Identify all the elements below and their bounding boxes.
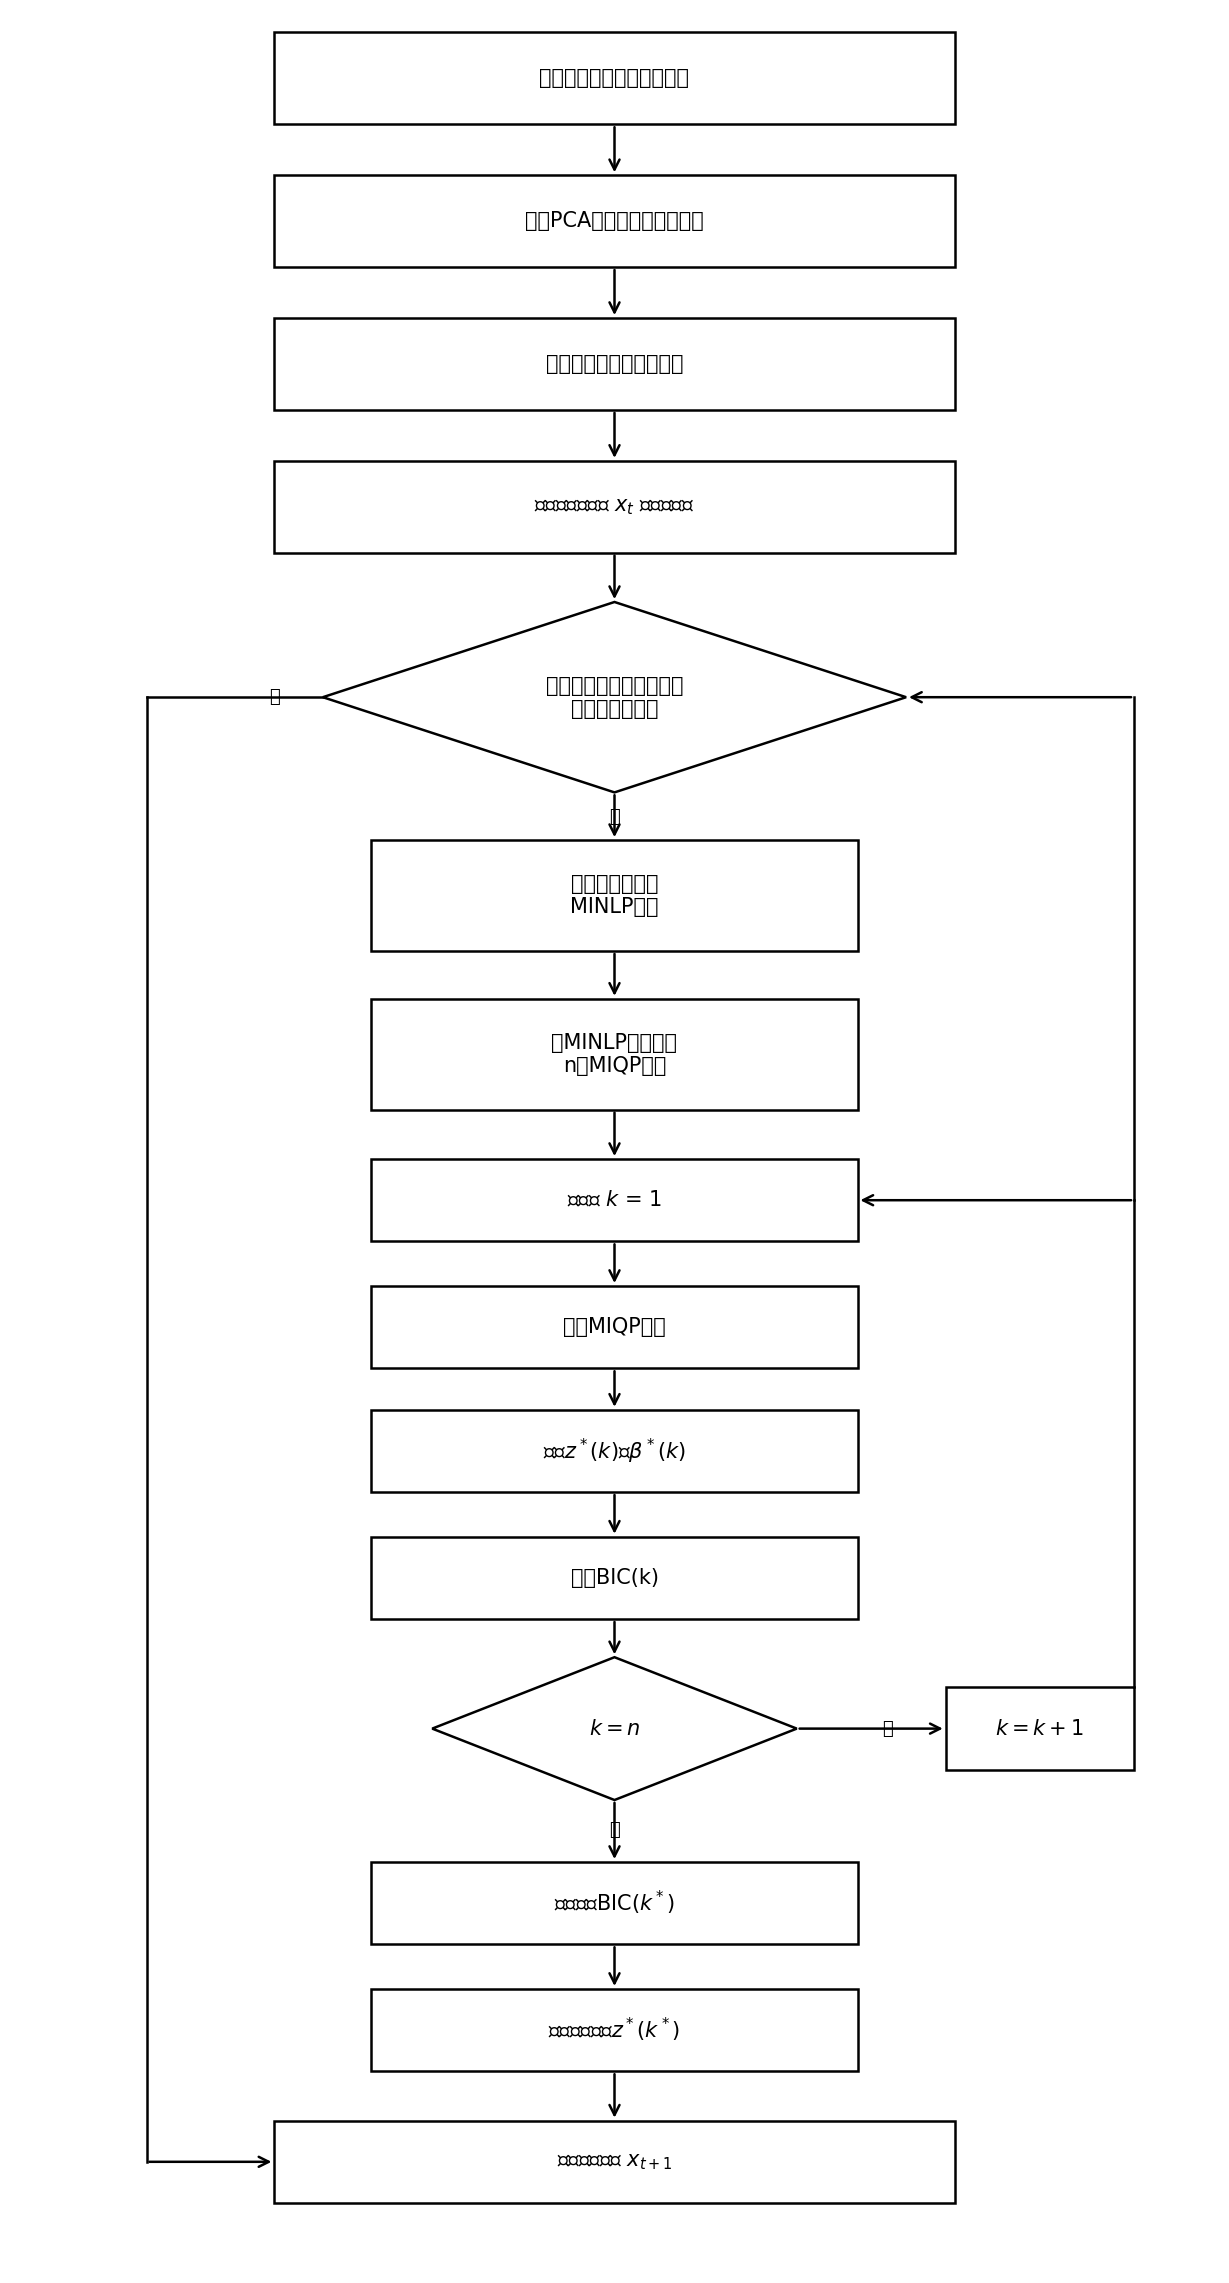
Text: 是: 是 <box>610 1820 619 1838</box>
Text: 求解MIQP问题: 求解MIQP问题 <box>563 1317 666 1338</box>
Bar <box>371 1536 858 1619</box>
Text: 将重构任务变为
MINLP问题: 将重构任务变为 MINLP问题 <box>570 874 659 918</box>
Polygon shape <box>433 1657 796 1799</box>
Text: 确定$z^*(k)$和$\beta^*(k)$: 确定$z^*(k)$和$\beta^*(k)$ <box>543 1436 686 1466</box>
Bar <box>371 998 858 1110</box>
Bar <box>274 176 955 267</box>
Text: 否: 否 <box>882 1719 892 1737</box>
Text: 将当前观测样本 $x_t$ 进行预处理: 将当前观测样本 $x_t$ 进行预处理 <box>535 498 694 516</box>
Bar <box>371 1160 858 1242</box>
Text: 确定故障变量$z^*(k^*)$: 确定故障变量$z^*(k^*)$ <box>548 2016 681 2043</box>
Text: 计算BIC(k): 计算BIC(k) <box>570 1568 659 1589</box>
Bar <box>274 32 955 123</box>
Bar <box>274 461 955 552</box>
Bar <box>274 2121 955 2203</box>
Text: 将MINLP问题变为
n个MIQP问题: 将MINLP问题变为 n个MIQP问题 <box>552 1032 677 1075</box>
Bar <box>945 1687 1134 1769</box>
Text: 计算监测统计量与控制限
比较看是否超限: 计算监测统计量与控制限 比较看是否超限 <box>546 676 683 719</box>
Bar <box>274 317 955 411</box>
Text: 下一时刻样本 $x_{t+1}$: 下一时刻样本 $x_{t+1}$ <box>557 2153 672 2171</box>
Text: $k = n$: $k = n$ <box>589 1719 640 1740</box>
Text: 是: 是 <box>610 808 619 826</box>
Text: $k = k+1$: $k = k+1$ <box>995 1719 1084 1740</box>
Text: 计算监测统计量和控制限: 计算监测统计量和控制限 <box>546 354 683 374</box>
Bar <box>371 1409 858 1493</box>
Text: 获得最小BIC($k^*$): 获得最小BIC($k^*$) <box>554 1888 675 1918</box>
Bar <box>371 1285 858 1368</box>
Bar <box>371 1863 858 1945</box>
Text: 否: 否 <box>269 687 280 705</box>
Bar <box>371 1988 858 2071</box>
Text: 进行PCA分解，建立监测模型: 进行PCA分解，建立监测模型 <box>525 210 704 231</box>
Text: 采集正常数据并进行预处理: 采集正常数据并进行预处理 <box>540 68 689 89</box>
Text: 初始化 $k$ = 1: 初始化 $k$ = 1 <box>568 1189 661 1210</box>
Bar <box>371 840 858 952</box>
Polygon shape <box>323 603 906 792</box>
